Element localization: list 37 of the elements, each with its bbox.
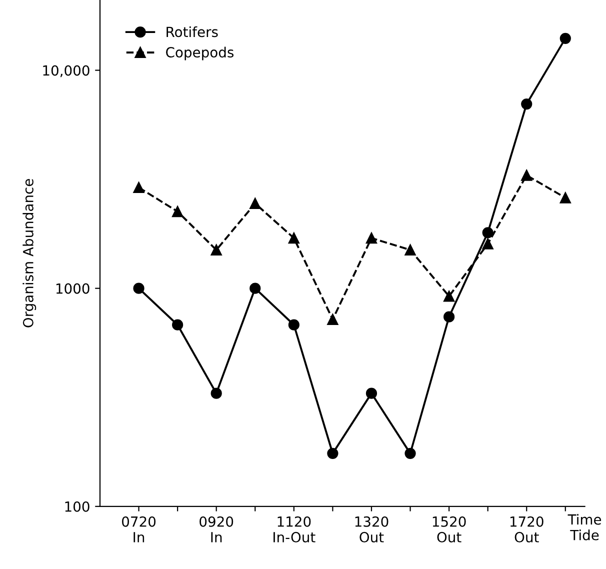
y-tick-label: 10,000 (43, 65, 90, 78)
point (327, 448, 338, 459)
y-tick-label: 1000 (56, 283, 90, 294)
point (560, 32, 571, 44)
point (288, 232, 300, 244)
x-axis-title: Time Tide (568, 514, 602, 540)
point (327, 314, 338, 326)
point (288, 319, 300, 330)
point (560, 192, 571, 204)
point (521, 98, 532, 110)
x-tick-label: 1120 In-Out (274, 516, 316, 542)
point (172, 319, 184, 330)
point (521, 170, 532, 181)
x-tick-label: 1520 Out (432, 516, 466, 542)
point (172, 206, 184, 218)
x-tick-label: 0920 In (200, 516, 234, 542)
point (250, 282, 261, 294)
point (404, 448, 416, 459)
point (482, 227, 494, 238)
point (250, 198, 261, 210)
point (443, 311, 455, 322)
point (133, 282, 144, 294)
legend-label: Copepods (166, 46, 234, 60)
point (482, 238, 494, 250)
point (210, 244, 222, 256)
y-tick-label: 100 (65, 501, 90, 512)
point (443, 290, 455, 302)
y-axis-title: Organism Abundance (22, 179, 36, 328)
point (210, 388, 222, 399)
x-tick-label: 1320 Out (355, 516, 388, 542)
x-tick-label: 0720 In (122, 516, 156, 542)
point (404, 244, 416, 256)
x-tick-label: 1720 Out (510, 516, 544, 542)
point (366, 388, 378, 399)
point (133, 182, 144, 194)
legend-label: Rotifers (166, 26, 218, 38)
point (366, 232, 378, 244)
